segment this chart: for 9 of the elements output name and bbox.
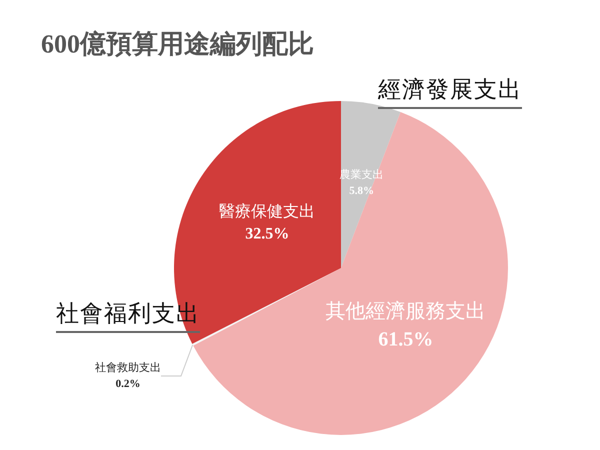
text: 經濟發展支出 bbox=[378, 74, 522, 109]
data-label: 32.5% bbox=[245, 225, 290, 242]
slice-label: 社會救助支出 bbox=[95, 361, 161, 374]
chart-title: 600億預算用途編列配比 bbox=[41, 30, 314, 58]
data-label: 0.2% bbox=[116, 378, 140, 390]
data-label: 5.8% bbox=[349, 184, 374, 197]
slice-label: 醫療保健支出 bbox=[219, 202, 316, 220]
slice-label: 其他經濟服務支出 bbox=[326, 300, 486, 322]
data-label: 61.5% bbox=[378, 328, 434, 350]
